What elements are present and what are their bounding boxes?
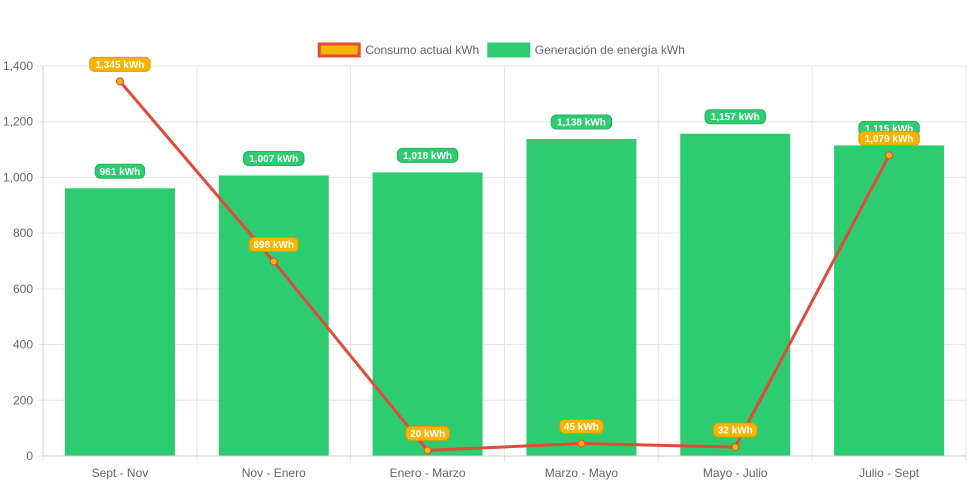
y-tick-label: 1,400 <box>3 59 33 73</box>
bar-generacion <box>680 133 791 456</box>
bar-data-label: 1,018 kWh <box>403 151 452 162</box>
y-tick-label: 1,200 <box>3 115 33 129</box>
legend-label: Generación de energía kWh <box>535 43 685 57</box>
bar-generacion <box>526 138 637 456</box>
bar-series <box>64 133 945 457</box>
x-tick-label: Enero - Marzo <box>390 466 466 480</box>
y-tick-label: 400 <box>13 338 33 352</box>
bar-data-label-bg <box>94 163 146 179</box>
x-tick-label: Julio - Sept <box>859 466 920 480</box>
line-point-consumo <box>577 439 586 448</box>
legend-swatch <box>317 42 361 58</box>
grid-lines <box>42 65 967 462</box>
legend: Consumo actual kWh Generación de energía … <box>317 42 685 58</box>
legend-swatch <box>487 42 531 58</box>
data-labels: 961 kWh 1,007 kWh 1,018 kWh 1,138 kWh 1,157 … <box>89 56 920 441</box>
line-point-consumo <box>115 77 124 86</box>
line-point-consumo <box>885 151 894 160</box>
line-data-label-bg <box>89 56 151 72</box>
line-data-label-bg <box>858 130 920 146</box>
bar-data-label-bg <box>704 109 766 125</box>
bar-data-label: 961 kWh <box>100 167 141 178</box>
line-data-label: 32 kWh <box>718 426 753 437</box>
line-data-label: 1,079 kWh <box>865 134 914 145</box>
bar-data-label-bg <box>396 147 459 163</box>
line-data-label: 45 kWh <box>564 422 599 433</box>
y-tick-label: 600 <box>13 282 33 296</box>
line-data-label-bg <box>405 425 450 441</box>
bar-data-label: 1,115 kWh <box>865 124 913 135</box>
line-consumo <box>118 80 891 452</box>
bar-data-label: 1,007 kWh <box>249 154 298 165</box>
x-tick-label: Sept - Nov <box>92 466 149 480</box>
legend-label: Consumo actual kWh <box>365 43 479 57</box>
line-point-consumo <box>269 257 278 266</box>
x-tick-label: Marzo - Mayo <box>545 466 619 480</box>
line-data-label-bg <box>712 422 758 438</box>
bar-data-label-bg <box>550 114 613 130</box>
x-tick-label: Mayo - Julio <box>703 466 768 480</box>
line-data-label-bg <box>559 418 604 434</box>
line-data-label: 1,345 kWh <box>95 60 144 71</box>
y-tick-label: 1,000 <box>3 170 33 184</box>
line-data-label: 20 kWh <box>410 429 445 440</box>
line-data-label: 698 kWh <box>253 240 294 251</box>
y-tick-label: 200 <box>13 393 33 407</box>
axes: 0 200 400 600 800 1,000 1,200 1,400 Sept - Nov No… <box>3 59 966 480</box>
line-point-consumo <box>423 446 432 455</box>
bar-generacion <box>372 172 483 456</box>
bar-generacion <box>218 175 329 456</box>
line-series <box>115 77 894 455</box>
bar-generacion <box>834 145 945 456</box>
line-data-label-bg <box>248 237 299 253</box>
bar-data-label: 1,157 kWh <box>711 112 760 123</box>
bar-generacion <box>64 188 175 457</box>
bar-data-label-bg <box>243 150 305 166</box>
x-tick-label: Nov - Enero <box>242 466 306 480</box>
y-tick-label: 0 <box>26 449 33 463</box>
line-point-consumo <box>731 443 740 452</box>
bar-data-label: 1,138 kWh <box>557 117 606 128</box>
y-tick-label: 800 <box>13 226 33 240</box>
